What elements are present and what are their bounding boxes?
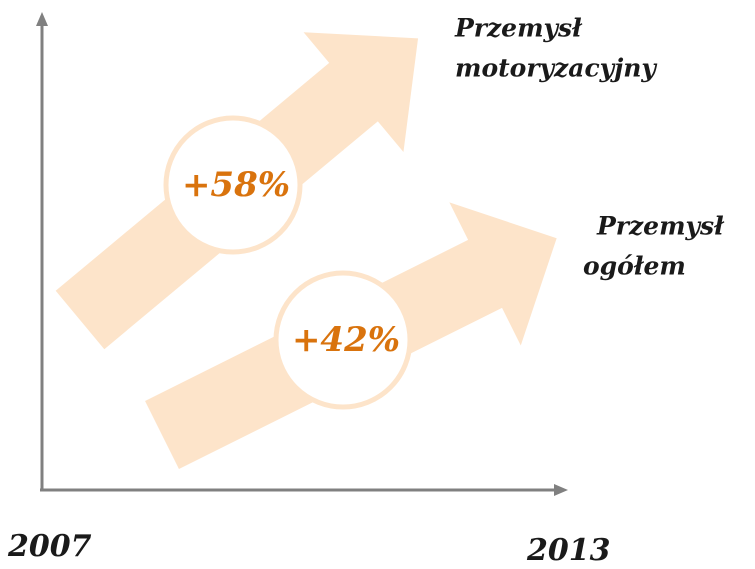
value-circle xyxy=(273,270,413,410)
arrow-label: Przemysł xyxy=(596,212,725,241)
value-circle xyxy=(163,115,303,255)
y-axis-arrowhead xyxy=(36,12,48,26)
arrow-label: ogółem xyxy=(583,252,686,281)
axis-end-label: 2013 xyxy=(526,533,611,568)
value-label: +58% xyxy=(182,165,290,205)
x-axis-arrowhead xyxy=(554,484,568,496)
axis-start-label: 2007 xyxy=(7,529,92,564)
arrow-label: Przemysł xyxy=(454,14,583,43)
arrow-label: motoryzacyjny xyxy=(455,54,657,83)
value-label: +42% xyxy=(292,320,400,360)
